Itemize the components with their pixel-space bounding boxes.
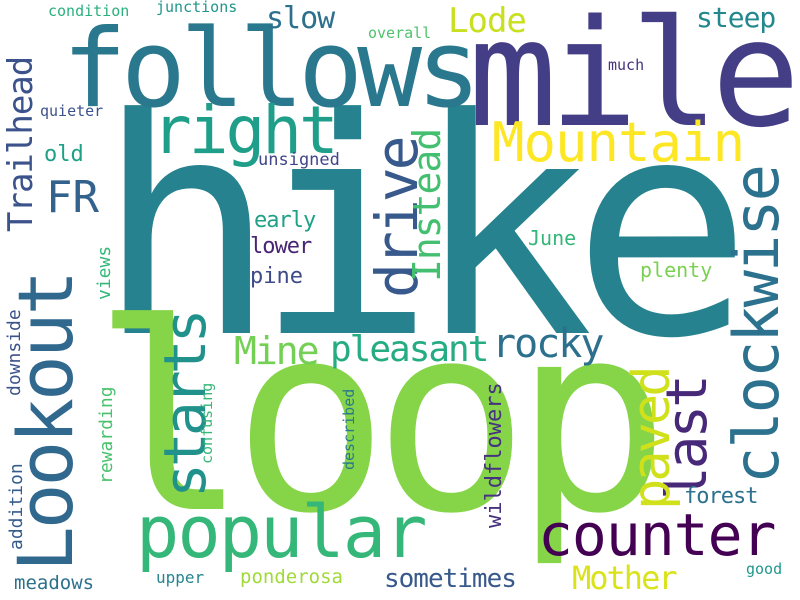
word-views: views xyxy=(94,245,115,300)
word-junctions: junctions xyxy=(156,0,238,16)
word-overall: overall xyxy=(368,24,432,42)
word-plenty: plenty xyxy=(640,258,713,282)
word-pleasant: pleasant xyxy=(330,329,489,370)
word-rocky: rocky xyxy=(492,321,604,367)
word-confusing: confusing xyxy=(198,382,216,464)
word-popular: popular xyxy=(136,490,427,574)
word-much: much xyxy=(608,56,645,74)
word-paved: paved xyxy=(622,368,682,510)
word-right: right xyxy=(152,92,339,169)
word-meadows: meadows xyxy=(14,572,95,594)
word-follows: follows xyxy=(62,7,481,132)
word-good: good xyxy=(746,560,783,578)
word-early: early xyxy=(254,208,316,233)
word-clockwise: clockwise xyxy=(720,166,793,484)
word-mine: Mine xyxy=(234,329,320,373)
word-unsigned: unsigned xyxy=(258,150,340,170)
word-described: described xyxy=(340,388,358,470)
word-wildflowers: wildflowers xyxy=(482,382,507,528)
word-pine: pine xyxy=(250,264,303,289)
word-ponderosa: ponderosa xyxy=(240,566,343,588)
word-lower: lower xyxy=(250,234,312,259)
word-counter: counter xyxy=(538,501,776,569)
word-loop: loop xyxy=(92,269,670,571)
word-rewarding: rewarding xyxy=(96,386,117,484)
word-june: June xyxy=(528,226,577,250)
word-mountain: Mountain xyxy=(492,111,745,174)
word-lode: Lode xyxy=(448,1,527,41)
word-quieter: quieter xyxy=(40,102,104,120)
word-condition: condition xyxy=(48,2,130,20)
word-old: old xyxy=(44,142,84,167)
word-slow: slow xyxy=(266,1,335,36)
word-addition: addition xyxy=(6,463,27,550)
word-upper: upper xyxy=(156,568,205,587)
word-steep: steep xyxy=(696,1,776,34)
word-forest: forest xyxy=(684,484,758,509)
word-instead: Instead xyxy=(405,128,449,282)
word-downside: downside xyxy=(4,309,25,396)
word-sometimes: sometimes xyxy=(384,564,517,594)
word-fr: FR xyxy=(46,172,99,223)
word-trailhead: Trailhead xyxy=(1,56,41,232)
word-hike: hike xyxy=(96,55,752,404)
word-mile: mile xyxy=(468,0,800,160)
word-mother: Mother xyxy=(572,559,678,597)
